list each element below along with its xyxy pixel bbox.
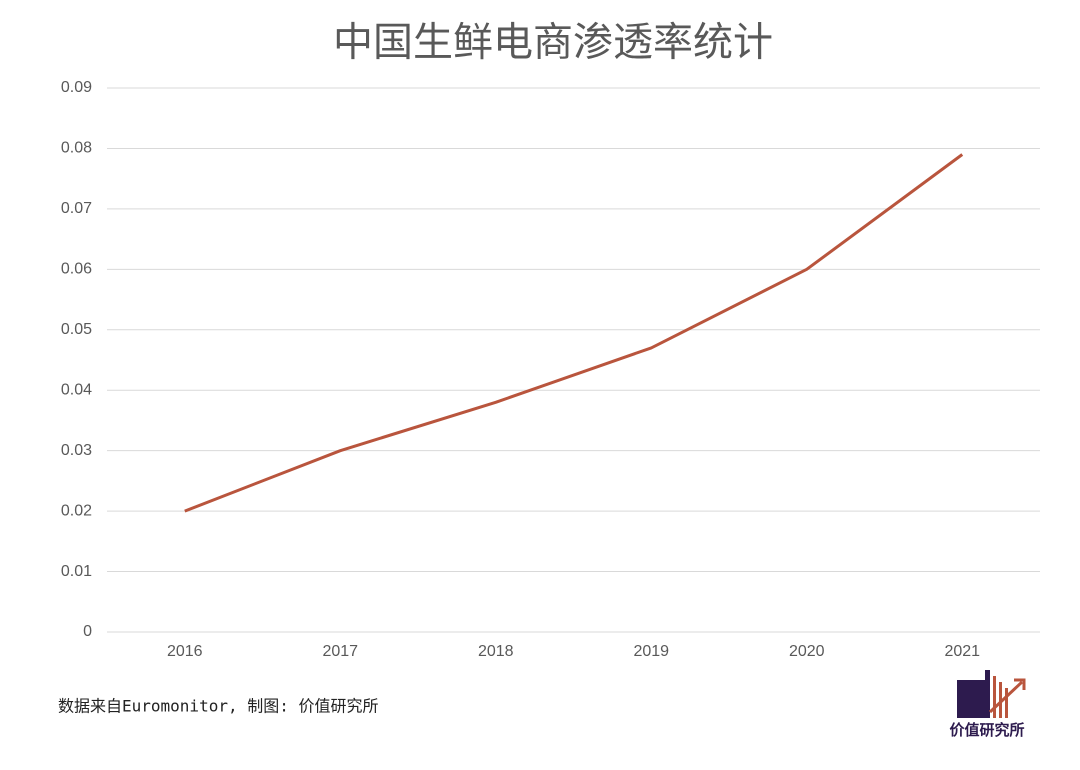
y-tick-label: 0 [83, 623, 92, 640]
logo-text: 价值研究所 [949, 721, 1024, 739]
logo-block [957, 680, 987, 718]
logo: 价值研究所 [949, 670, 1026, 739]
y-tick-label: 0.04 [61, 381, 92, 398]
x-tick-label: 2017 [322, 643, 358, 660]
x-tick-label: 2018 [478, 643, 514, 660]
y-tick-label: 0.07 [61, 200, 92, 217]
y-tick-label: 0.05 [61, 321, 92, 338]
x-tick-label: 2020 [789, 643, 825, 660]
x-tick-label: 2019 [633, 643, 669, 660]
y-tick-label: 0.06 [61, 261, 92, 278]
logo-bar [993, 676, 996, 718]
y-tick-label: 0.08 [61, 140, 92, 157]
y-tick-label: 0.02 [61, 502, 92, 519]
chart-title: 中国生鲜电商渗透率统计 [333, 21, 773, 65]
line [184, 153, 964, 513]
x-tick-label: 2016 [167, 643, 203, 660]
y-tick-label: 0.03 [61, 442, 92, 459]
source-note: 数据来自Euromonitor, 制图: 价值研究所 [58, 697, 379, 716]
logo-bar [999, 682, 1002, 718]
x-tick-label: 2021 [944, 643, 980, 660]
logo-bar [985, 670, 990, 718]
logo-bar [1005, 688, 1008, 718]
y-tick-label: 0.09 [61, 79, 92, 96]
logo-arrow [988, 678, 1026, 714]
y-tick-label: 0.01 [61, 563, 92, 580]
